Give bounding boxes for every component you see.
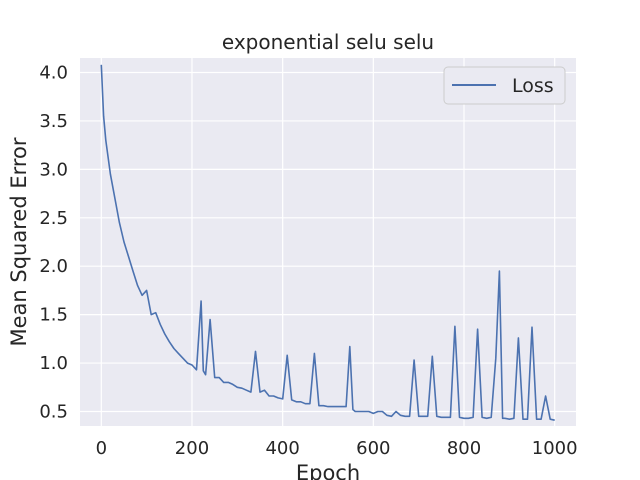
y-tick-label: 2.0 (39, 256, 68, 277)
x-tick-label: 1000 (532, 438, 578, 459)
legend-label-loss: Loss (512, 75, 554, 97)
grid-lines (80, 58, 576, 426)
y-axis-label: Mean Squared Error (7, 137, 31, 346)
y-tick-label: 2.5 (39, 208, 68, 229)
y-tick-label: 3.5 (39, 111, 68, 132)
x-tick-label: 400 (265, 438, 299, 459)
plot-background (80, 58, 576, 426)
y-tick-label: 1.5 (39, 305, 68, 326)
legend-box (443, 66, 566, 105)
x-tick-label: 600 (356, 438, 390, 459)
y-tick-label: 1.0 (39, 353, 68, 374)
y-tick-label: 4.0 (39, 63, 68, 84)
x-tick-labels: 0 200 400 600 800 1000 (96, 438, 578, 459)
x-axis-label: Epoch (296, 461, 360, 480)
legend: Loss (443, 66, 566, 105)
y-tick-label: 0.5 (39, 401, 68, 422)
x-tick-label: 800 (447, 438, 481, 459)
x-tick-label: 200 (175, 438, 209, 459)
x-tick-label: 0 (96, 438, 107, 459)
series-layer (100, 64, 555, 421)
y-tick-label: 3.0 (39, 159, 68, 180)
chart-title: exponential selu selu (222, 30, 434, 54)
series-line-loss (100, 64, 555, 421)
y-tick-labels: 0.5 1.0 1.5 2.0 2.5 3.0 3.5 4.0 (39, 63, 68, 423)
